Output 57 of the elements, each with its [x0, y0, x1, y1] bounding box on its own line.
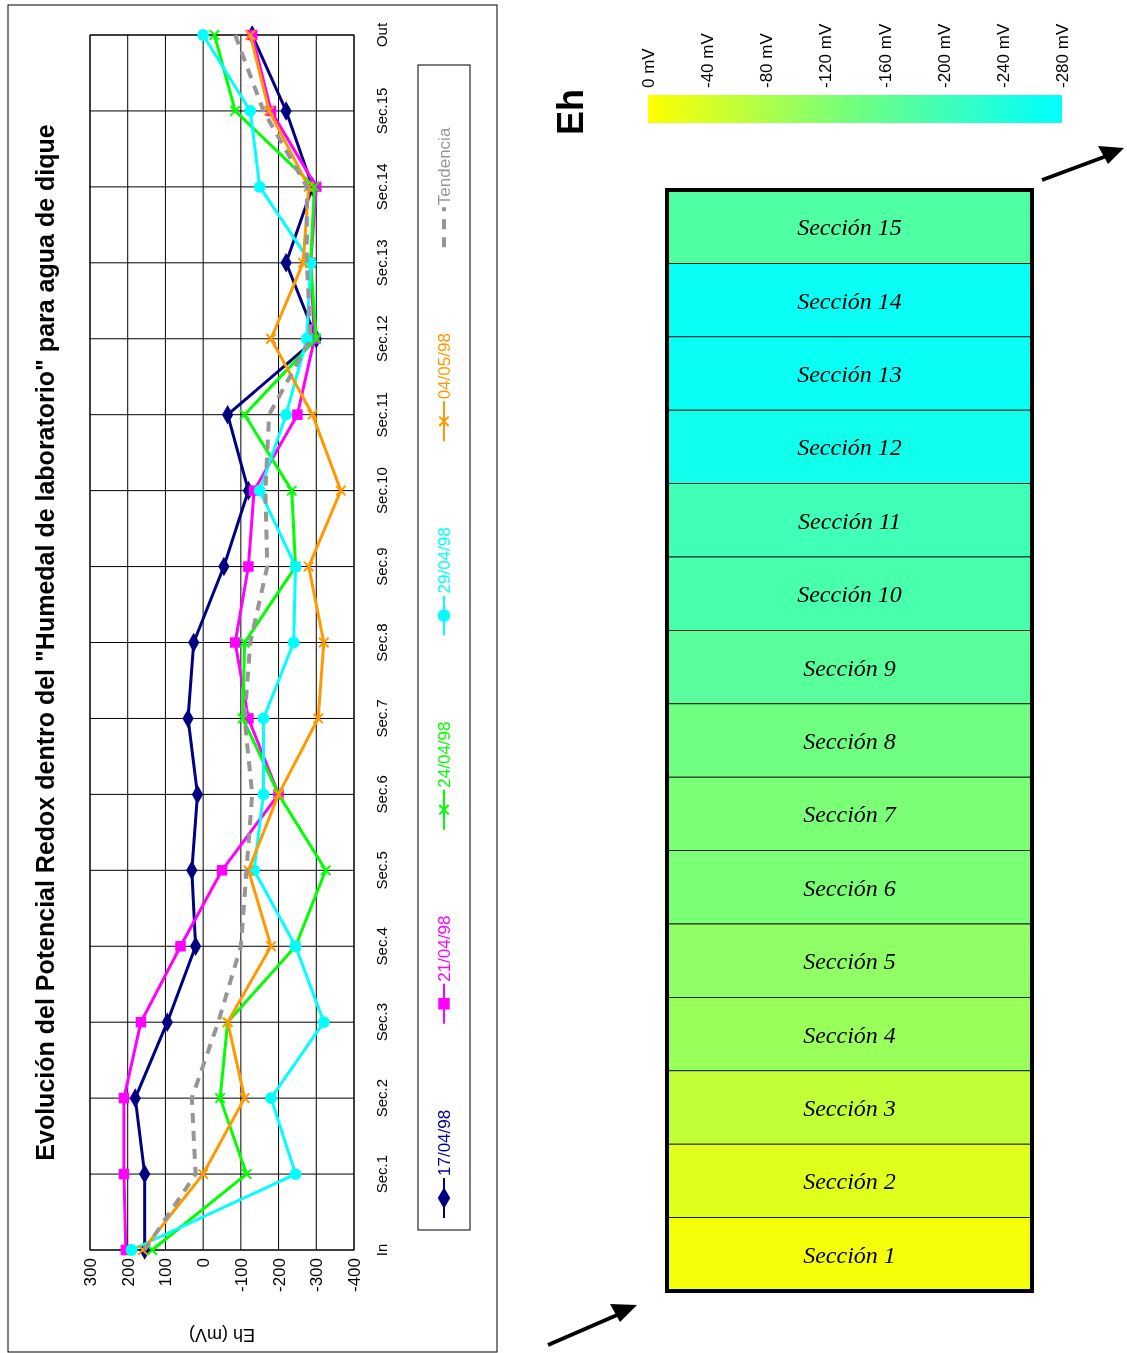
- y-tick-label: Out: [373, 22, 391, 48]
- y-tick-label: Sección 11: [798, 507, 901, 534]
- y-tick-label: Sec.4: [373, 927, 391, 966]
- color-bar-label: -200 mV: [934, 23, 954, 88]
- text: 04/05/98: [434, 333, 454, 400]
- y-tick-label: Sección 2: [803, 1168, 896, 1195]
- color-bar-label: -240 mV: [993, 23, 1013, 88]
- y-tick-label: Sección 7: [803, 801, 897, 828]
- x-tick-label: -400: [344, 1258, 364, 1293]
- x-tick-label: -300: [307, 1258, 327, 1293]
- color-bar-label: -80 mV: [757, 32, 777, 88]
- y-tick-label: Sec.5: [373, 851, 391, 890]
- y-tick-label: Sec.9: [373, 547, 391, 586]
- y-tick-label: Sec.1: [373, 1154, 391, 1194]
- color-bar-label: 0 mV: [638, 47, 658, 88]
- x-tick-label: 300: [80, 1258, 100, 1287]
- y-tick-label: Sección 4: [803, 1021, 896, 1048]
- y-tick-label: Sección 13: [797, 360, 902, 387]
- y-tick-label: Sec.2: [373, 1078, 391, 1118]
- y-tick-label: Sección 6: [803, 874, 896, 901]
- x-tick-label: -200: [269, 1258, 289, 1293]
- y-tick-label: In: [373, 1243, 391, 1257]
- x-tick-label: 0: [194, 1258, 214, 1268]
- text: 24/04/98: [434, 721, 454, 788]
- y-tick-label: Sección 9: [803, 654, 896, 681]
- y-tick-label: Sec.11: [373, 391, 391, 438]
- y-tick-label: Sección 5: [803, 948, 896, 975]
- text: Tendencia: [434, 127, 454, 206]
- x-tick-label: 100: [156, 1258, 176, 1287]
- color-bar-label: -120 mV: [816, 23, 836, 88]
- y-tick-label: Sec.7: [373, 699, 391, 738]
- y-tick-label: Sec.12: [373, 315, 391, 363]
- text: 21/04/98: [434, 915, 454, 982]
- text: Evolución del Potencial Redox dentro del "Humedal de laboratorio" para agua de dique: [30, 124, 59, 1161]
- color-bar-label: -40 mV: [698, 32, 718, 88]
- color-bar-label: -280 mV: [1052, 23, 1072, 88]
- y-tick-label: Sec.10: [373, 467, 391, 514]
- y-tick-label: Sección 15: [797, 214, 902, 241]
- y-tick-label: Sección 8: [803, 727, 896, 754]
- text: 29/04/98: [434, 527, 454, 594]
- y-tick-label: Sec.3: [373, 1003, 391, 1042]
- y-tick-label: Sección 3: [803, 1094, 896, 1121]
- y-tick-label: Sec.8: [373, 623, 391, 662]
- y-tick-label: Sección 14: [797, 287, 902, 314]
- x-axis-title: Eh (mV): [188, 1324, 256, 1345]
- color-bar-label: -160 mV: [875, 23, 895, 88]
- text: 17/04/98: [434, 1109, 454, 1176]
- y-tick-label: Sección 10: [797, 581, 902, 608]
- y-tick-label: Sec.13: [373, 239, 391, 287]
- y-tick-label: Sección 12: [797, 434, 902, 461]
- y-tick-label: Sección 1: [803, 1241, 896, 1268]
- x-tick-label: 200: [118, 1258, 138, 1287]
- y-tick-label: Sec.15: [373, 87, 391, 135]
- y-tick-label: Sec.6: [373, 775, 391, 814]
- x-tick-label: -100: [231, 1258, 251, 1293]
- chart-title: Eh: [549, 88, 591, 136]
- y-tick-label: Sec.14: [373, 163, 391, 211]
